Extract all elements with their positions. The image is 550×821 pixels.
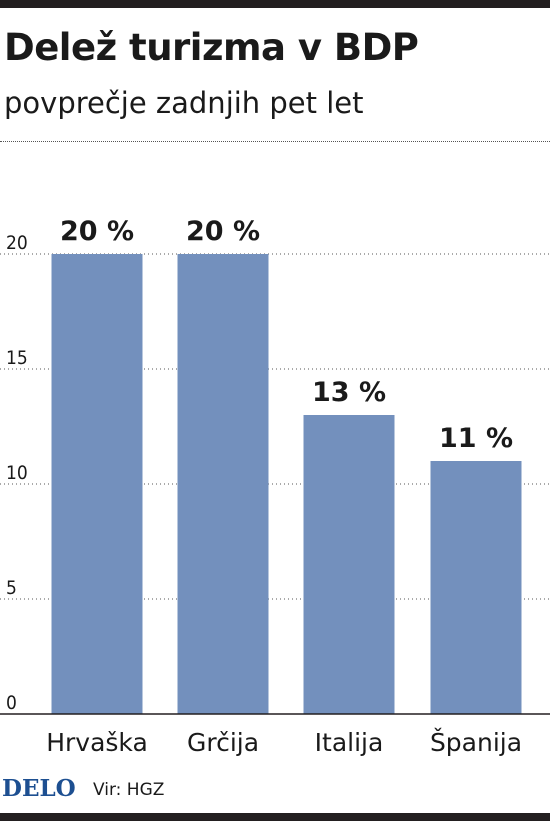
chart-subtitle: povprečje zadnjih pet let [4,86,364,120]
y-tick-label: 10 [6,462,28,484]
y-tick-label: 20 [6,232,28,254]
source-note: Vir: HGZ [93,780,165,800]
top-rule [0,0,550,8]
category-label: Hrvaška [46,728,148,757]
footer: DELO Vir: HGZ [0,775,550,805]
data-label: 20 % [186,216,260,247]
chart-title: Delež turizma v BDP [4,26,419,69]
data-label: 13 % [312,377,386,408]
y-tick-label: 15 [6,347,28,369]
bottom-rule [0,813,550,821]
bar [430,461,522,714]
delo-logo: DELO [2,775,76,802]
bar [51,254,143,714]
bar-chart: 0 5 10 15 20 20 % Hrvaška 20 % Grčija 13 % Italija… [0,216,550,757]
category-label: Španija [430,727,522,757]
y-tick-label: 0 [6,692,17,714]
bar [303,415,395,714]
y-tick-label: 5 [6,577,17,599]
category-label: Italija [315,728,384,757]
data-label: 20 % [60,216,134,247]
data-label: 11 % [439,423,513,454]
category-label: Grčija [187,728,259,757]
bar [177,254,269,714]
header-divider [0,141,550,142]
